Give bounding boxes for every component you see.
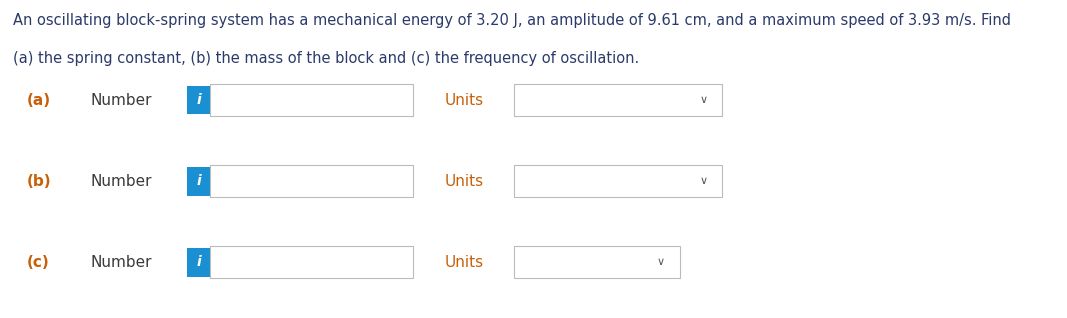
Text: i: i (196, 174, 201, 188)
Text: (a): (a) (27, 93, 51, 108)
Text: Units: Units (445, 174, 484, 189)
Text: Units: Units (445, 93, 484, 108)
Text: Number: Number (91, 174, 153, 189)
Text: An oscillating block-spring system has a mechanical energy of 3.20 J, an amplitu: An oscillating block-spring system has a… (13, 13, 1010, 28)
Text: i: i (196, 93, 201, 107)
Text: i: i (196, 255, 201, 269)
Text: (c): (c) (27, 255, 49, 270)
Text: Number: Number (91, 93, 153, 108)
Text: ∨: ∨ (656, 257, 665, 267)
Text: ∨: ∨ (699, 176, 707, 186)
Text: (b): (b) (27, 174, 51, 189)
Text: ∨: ∨ (699, 95, 707, 105)
Text: (a) the spring constant, (b) the mass of the block and (c) the frequency of osci: (a) the spring constant, (b) the mass of… (13, 51, 639, 66)
Text: Units: Units (445, 255, 484, 270)
Text: Number: Number (91, 255, 153, 270)
